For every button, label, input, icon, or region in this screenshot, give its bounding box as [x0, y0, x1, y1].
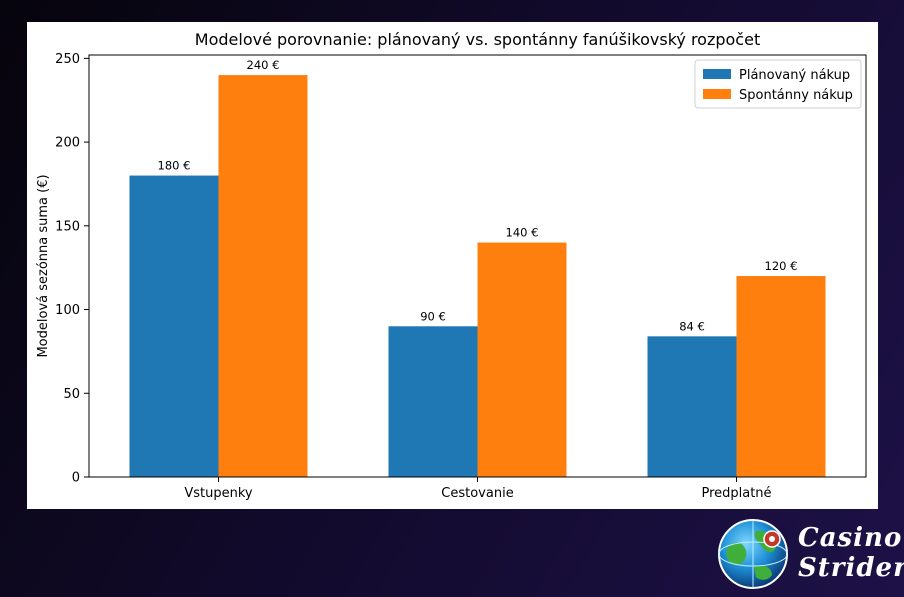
bar-spontaneous-predplatné [736, 276, 826, 477]
legend-swatch [703, 69, 731, 79]
globe-icon [718, 519, 788, 589]
y-tick-label: 150 [55, 219, 80, 234]
data-label: 90 € [420, 309, 446, 323]
data-label: 120 € [765, 259, 798, 273]
y-axis: 0 50 100 150 200 250 [55, 52, 89, 486]
legend-label: Plánovaný nákup [739, 68, 850, 83]
brand-name: Casino Strider [798, 523, 904, 583]
bar-spontaneous-vstupenky [218, 75, 308, 477]
bar-planned-cestovanie [388, 326, 478, 477]
y-axis-title: Modelová sezónna suma (€) [36, 174, 51, 357]
y-tick-label: 200 [55, 136, 80, 151]
x-tick-label: Predplatné [701, 486, 771, 501]
y-tick-label: 50 [63, 387, 80, 402]
bars-group [129, 75, 826, 478]
chart-panel: Modelové porovnanie: plánovaný vs. spont… [27, 22, 878, 509]
y-tick-label: 250 [55, 52, 80, 67]
bar-planned-predplatné [647, 336, 737, 477]
data-labels-group: 180 € 240 € 90 € 140 € 84 € 120 € [158, 58, 798, 333]
data-label: 140 € [506, 226, 539, 240]
legend-box [694, 59, 862, 109]
y-tick-label: 100 [55, 303, 80, 318]
legend-swatch [703, 89, 731, 99]
brand-line-2: Strider [798, 553, 904, 583]
bar-planned-vstupenky [129, 175, 219, 478]
y-tick-label: 0 [72, 471, 80, 486]
chart-title: Modelové porovnanie: plánovaný vs. spont… [195, 30, 760, 49]
brand-line-1: Casino [798, 523, 903, 553]
data-label: 84 € [679, 319, 705, 333]
x-tick-label: Vstupenky [184, 486, 253, 501]
bar-chart: Modelové porovnanie: plánovaný vs. spont… [36, 30, 867, 501]
x-tick-label: Cestovanie [441, 486, 513, 501]
data-label: 240 € [247, 58, 280, 72]
plot-frame [88, 54, 867, 478]
legend-label: Spontánny nákup [739, 88, 853, 103]
x-axis: Vstupenky Cestovanie Predplatné [184, 477, 772, 501]
brand-logo: Casino Strider [716, 515, 904, 593]
legend: Plánovaný nákup Spontánny nákup [694, 59, 862, 109]
data-label: 180 € [158, 159, 191, 173]
bar-spontaneous-cestovanie [477, 242, 567, 477]
